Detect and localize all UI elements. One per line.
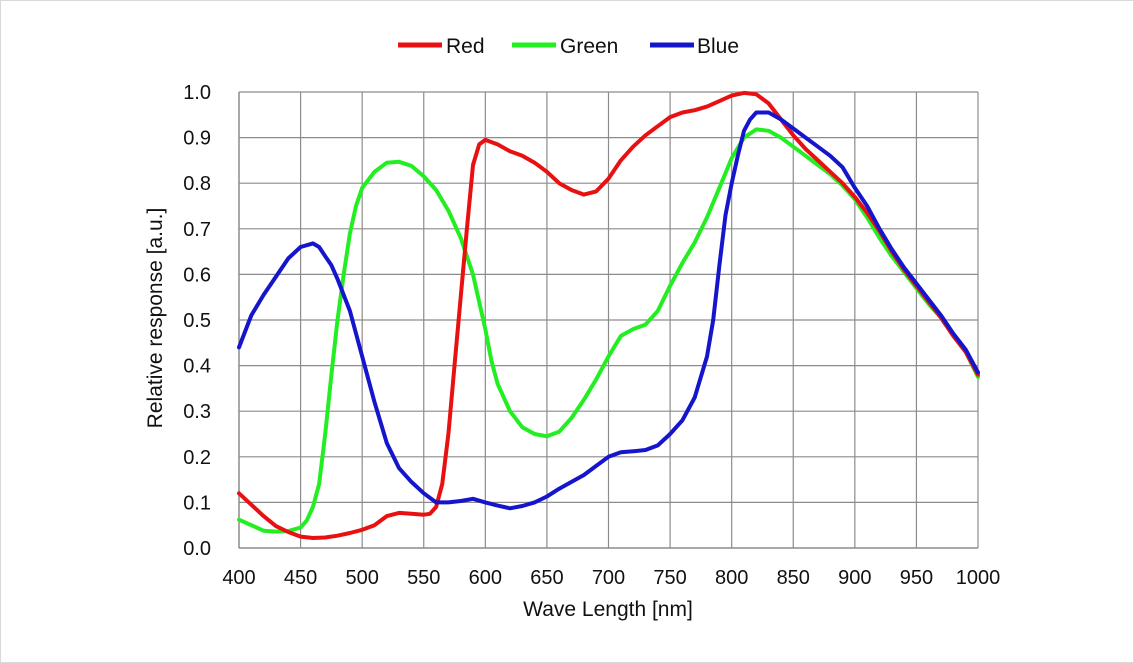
series-line-red: [237, 90, 980, 540]
legend-label-green: Green: [560, 35, 618, 58]
x-tick-label-700: 700: [592, 567, 625, 589]
y-tick-label-5: 0.5: [183, 310, 211, 332]
y-tick-label-8: 0.8: [183, 173, 211, 195]
legend-label-blue: Blue: [697, 35, 739, 58]
series-lines: [237, 90, 980, 540]
x-tick-label-500: 500: [345, 567, 378, 589]
y-tick-label-7: 0.7: [183, 219, 211, 241]
y-tick-label-1: 0.1: [183, 492, 211, 514]
axes: [238, 92, 978, 549]
x-tick-label-950: 950: [900, 567, 933, 589]
x-tick-label-450: 450: [284, 567, 317, 589]
x-tick-label-900: 900: [838, 567, 871, 589]
y-tick-label-9: 0.9: [183, 128, 211, 150]
x-tick-label-850: 850: [777, 567, 810, 589]
grid: [239, 91, 979, 548]
legend-label-red: Red: [446, 35, 485, 58]
x-tick-label-750: 750: [653, 567, 686, 589]
y-tick-label-2: 0.2: [183, 447, 211, 469]
legend: Red Green Blue: [398, 35, 739, 58]
y-tick-label-4: 0.4: [183, 356, 211, 378]
y-tick-labels: 0.0 0.1 0.2 0.3 0.4 0.5 0.6 0.7 0.8 0.9 1.0: [183, 82, 211, 560]
x-tick-label-1000: 1000: [956, 567, 1001, 589]
x-tick-label-650: 650: [530, 567, 563, 589]
y-tick-label-6: 0.6: [183, 264, 211, 286]
series-line-blue: [237, 110, 980, 511]
x-tick-label-550: 550: [407, 567, 440, 589]
y-tick-label-10: 1.0: [183, 82, 211, 104]
x-tick-label-800: 800: [715, 567, 748, 589]
x-axis-title: Wave Length [nm]: [523, 598, 693, 621]
y-tick-label-3: 0.3: [183, 401, 211, 423]
x-tick-label-400: 400: [222, 567, 255, 589]
y-axis-title: Relative response [a.u.]: [144, 208, 167, 429]
y-tick-label-0: 0.0: [183, 538, 211, 560]
x-tick-labels: 400 450 500 550 600 650 700 750 800 850 900 950 1000: [222, 567, 1000, 589]
x-tick-label-600: 600: [469, 567, 502, 589]
